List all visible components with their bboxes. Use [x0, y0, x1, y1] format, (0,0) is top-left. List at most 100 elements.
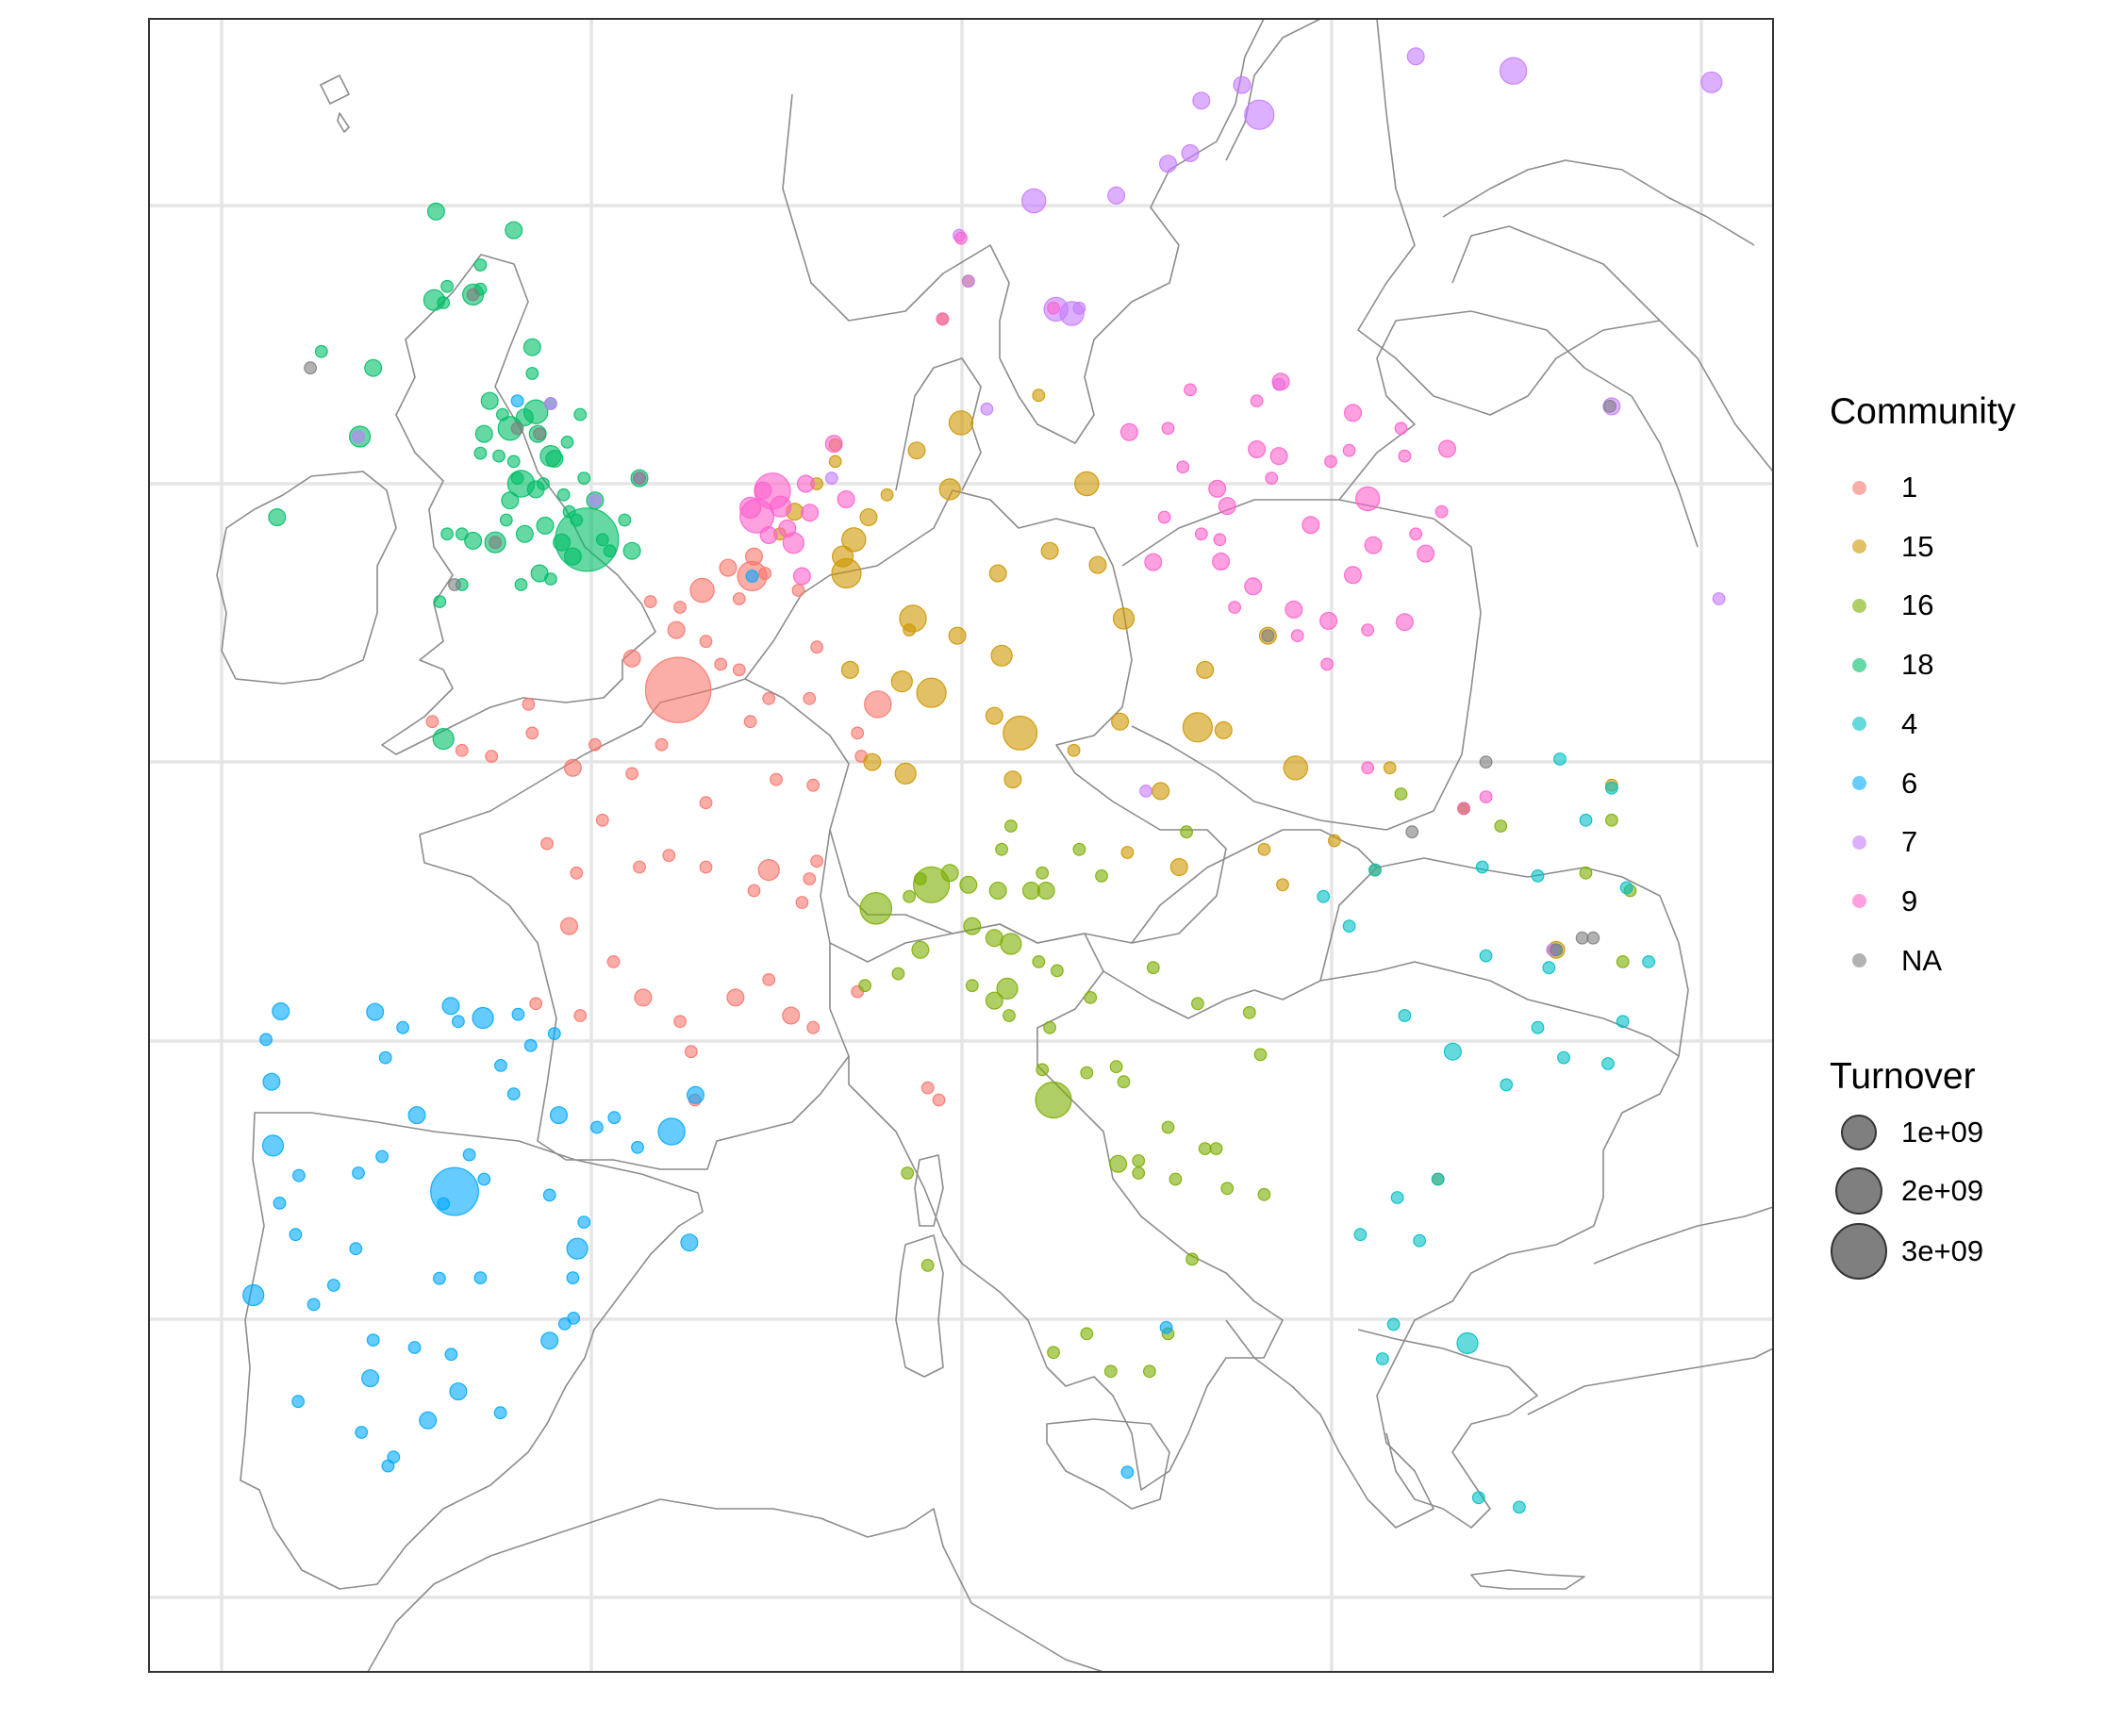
business-point	[770, 495, 792, 518]
business-point	[273, 1196, 287, 1210]
business-point	[1557, 1050, 1570, 1065]
business-point	[726, 988, 745, 1007]
business-point	[560, 436, 574, 449]
business-point	[540, 1331, 559, 1350]
greece-outline	[1357, 1329, 1538, 1529]
business-point	[1324, 455, 1337, 469]
community-legend-item: 18	[1830, 636, 1933, 694]
business-point	[858, 979, 871, 993]
business-point	[496, 407, 509, 422]
business-point	[562, 504, 576, 519]
business-point	[1342, 443, 1356, 457]
business-point	[1036, 1063, 1050, 1077]
business-point	[1386, 1317, 1401, 1331]
business-point	[1120, 846, 1135, 859]
business-point	[618, 513, 632, 527]
business-point	[1152, 782, 1170, 801]
business-point	[633, 471, 646, 486]
business-point	[995, 842, 1008, 856]
business-point	[493, 1406, 507, 1420]
business-point	[1531, 1020, 1545, 1034]
community-legend-label: 18	[1901, 648, 1934, 682]
business-point	[545, 450, 564, 469]
business-point	[1265, 471, 1279, 486]
business-point	[1971, 295, 1992, 316]
business-point	[1036, 881, 1055, 900]
russia-outline	[1442, 159, 1773, 472]
business-point	[452, 1015, 465, 1029]
legend-key	[1830, 813, 1888, 871]
business-point	[1364, 536, 1383, 554]
turnover-size-dot	[1841, 1115, 1877, 1150]
business-point	[501, 491, 520, 510]
business-point	[533, 427, 546, 441]
business-point	[510, 422, 524, 436]
business-point	[903, 623, 916, 637]
business-point	[425, 715, 439, 729]
business-point	[680, 1233, 699, 1252]
community-legend-label: 6	[1901, 766, 1918, 800]
business-point	[366, 1002, 385, 1021]
iberia-outline	[240, 1112, 704, 1590]
business-point	[492, 449, 506, 463]
community-legend-label: 7	[1901, 825, 1918, 859]
community-color-dot	[1851, 894, 1866, 909]
business-point	[796, 474, 815, 493]
business-point	[505, 221, 523, 240]
business-point	[1353, 1228, 1368, 1242]
business-point	[440, 279, 455, 293]
sardinia-outline	[895, 1234, 944, 1378]
community-legend-item: 1	[1830, 458, 1917, 517]
business-point	[1398, 1009, 1412, 1022]
business-point	[841, 527, 867, 553]
community-legend-label: 4	[1901, 706, 1918, 740]
business-point	[864, 690, 892, 719]
business-point	[515, 524, 534, 543]
business-point	[1198, 1142, 1212, 1155]
business-point	[1036, 866, 1050, 880]
business-point	[272, 1001, 290, 1020]
business-point	[1119, 422, 1138, 441]
business-point	[1047, 301, 1060, 315]
community-color-dot	[1851, 657, 1866, 672]
business-point	[1112, 607, 1136, 630]
business-point	[432, 727, 455, 751]
turnover-legend-item: 2e+09	[1830, 1162, 1983, 1220]
business-point	[1111, 712, 1130, 731]
turnover-size-dot	[1831, 1223, 1887, 1280]
legend-key	[1830, 636, 1888, 694]
community-legend-item: NA	[1830, 932, 1942, 990]
business-point	[1220, 1182, 1235, 1196]
business-point	[1213, 533, 1227, 547]
business-point	[1003, 770, 1022, 789]
business-point	[961, 274, 975, 289]
business-point	[291, 1395, 306, 1409]
business-point	[261, 1134, 285, 1157]
business-point	[455, 527, 469, 541]
business-point	[542, 1188, 556, 1202]
turnover-legend-label: 2e+09	[1901, 1174, 1984, 1207]
business-point	[1109, 1060, 1123, 1074]
business-point	[577, 471, 591, 486]
business-point	[1182, 712, 1214, 743]
business-point	[859, 891, 893, 925]
business-point	[880, 488, 894, 502]
business-point	[1132, 1154, 1146, 1167]
business-point	[1132, 1166, 1146, 1180]
business-point	[361, 1369, 380, 1388]
business-point	[590, 1120, 604, 1134]
business-point	[810, 854, 823, 868]
business-point	[732, 663, 746, 677]
community-color-dot	[1851, 717, 1866, 732]
business-point	[1107, 186, 1126, 205]
business-point	[914, 872, 927, 885]
hungary-outline	[1131, 829, 1378, 944]
business-point	[1242, 1005, 1256, 1019]
business-point	[625, 767, 638, 781]
business-point	[699, 635, 713, 649]
business-point	[1074, 471, 1100, 497]
business-point	[916, 677, 947, 708]
business-point	[1218, 497, 1236, 516]
business-point	[1383, 761, 1397, 775]
business-point	[1248, 440, 1267, 459]
